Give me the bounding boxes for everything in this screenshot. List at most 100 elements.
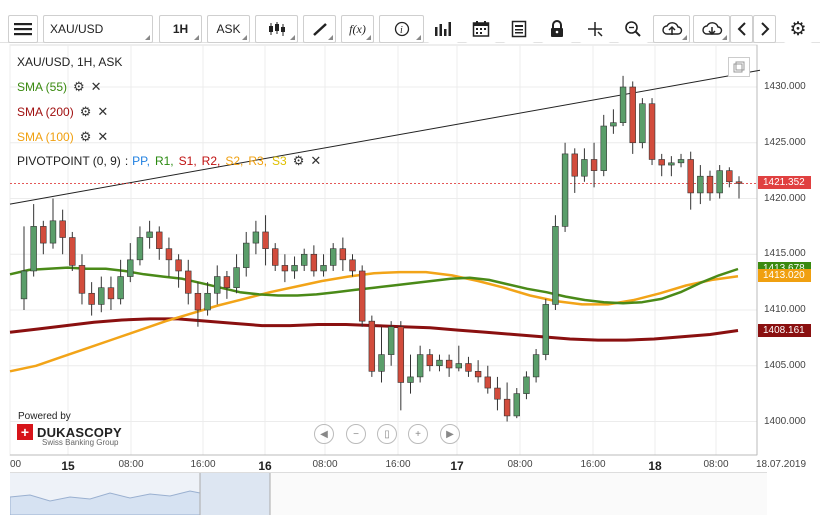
x-axis-label: 16 bbox=[258, 459, 272, 473]
side-select[interactable]: ASK bbox=[207, 15, 250, 43]
calendar-icon[interactable] bbox=[466, 15, 496, 43]
close-icon[interactable]: ✕ bbox=[310, 153, 322, 168]
menu-icon[interactable] bbox=[8, 15, 38, 43]
candle bbox=[523, 371, 530, 400]
news-icon[interactable] bbox=[504, 15, 534, 43]
candle bbox=[214, 265, 221, 305]
x-axis-label: 08:00 bbox=[118, 459, 144, 470]
candle bbox=[513, 388, 520, 419]
candle bbox=[49, 198, 57, 249]
candle bbox=[619, 75, 627, 127]
candle bbox=[590, 142, 598, 188]
candle bbox=[69, 231, 76, 271]
candle bbox=[301, 248, 308, 271]
candle bbox=[185, 259, 192, 305]
candle bbox=[571, 148, 578, 193]
brand-name: DUKASCOPY bbox=[37, 424, 122, 440]
candles-icon[interactable] bbox=[255, 15, 298, 43]
x-axis-label: 08:00 bbox=[507, 459, 533, 470]
next-icon[interactable] bbox=[753, 15, 776, 43]
x-axis-label: 17 bbox=[450, 459, 464, 473]
side-label: ASK bbox=[216, 22, 241, 36]
indicator-label: SMA (200) bbox=[17, 105, 74, 119]
candle bbox=[310, 245, 318, 277]
dukascopy-logo[interactable]: + DUKASCOPY Swiss Banking Group bbox=[17, 424, 122, 447]
candle bbox=[117, 259, 124, 305]
gear-icon[interactable]: ⚙ bbox=[292, 153, 305, 168]
candle bbox=[639, 98, 646, 149]
candle bbox=[378, 326, 385, 383]
candle bbox=[407, 354, 414, 394]
period-select[interactable]: 1H bbox=[159, 15, 202, 43]
close-icon[interactable]: ✕ bbox=[97, 104, 109, 119]
info-icon[interactable]: i bbox=[379, 15, 424, 43]
candle bbox=[687, 151, 694, 210]
back-icon[interactable]: ◀ bbox=[314, 424, 334, 444]
lock-icon[interactable] bbox=[542, 15, 572, 43]
candle bbox=[136, 226, 144, 266]
candle bbox=[503, 382, 511, 422]
gear-icon[interactable]: ⚙ bbox=[73, 79, 85, 94]
gear-icon[interactable]: ⚙ bbox=[79, 104, 92, 119]
candle bbox=[629, 81, 636, 154]
candle bbox=[204, 282, 211, 316]
candle bbox=[40, 220, 47, 255]
x-axis-label: 18 bbox=[648, 459, 662, 473]
play-icon[interactable]: ▶ bbox=[440, 424, 460, 444]
formula-label: f(x) bbox=[349, 21, 366, 36]
y-axis-label: 1400.000 bbox=[764, 415, 806, 427]
draw-icon[interactable] bbox=[303, 15, 336, 43]
zoom-icon[interactable] bbox=[618, 15, 648, 43]
prev-icon[interactable] bbox=[730, 15, 753, 43]
settings-icon[interactable]: ⚙ bbox=[784, 15, 812, 43]
candle bbox=[223, 270, 231, 299]
zoom-out-icon[interactable]: − bbox=[346, 424, 366, 444]
candle bbox=[532, 349, 540, 383]
candle bbox=[98, 276, 105, 313]
candle bbox=[78, 254, 86, 305]
candle bbox=[716, 165, 723, 199]
chart-title-text: XAU/USD, 1H, ASK bbox=[17, 55, 123, 69]
candle bbox=[156, 226, 163, 260]
svg-text:i: i bbox=[400, 25, 403, 36]
candle bbox=[329, 243, 337, 271]
candle bbox=[387, 321, 395, 366]
candle bbox=[107, 276, 115, 310]
expand-icon[interactable] bbox=[728, 57, 750, 77]
formula-icon[interactable]: f(x) bbox=[341, 15, 374, 43]
candle bbox=[20, 226, 28, 310]
close-icon[interactable]: ✕ bbox=[90, 79, 102, 94]
instrument-select[interactable]: XAU/USD bbox=[43, 15, 153, 43]
candle bbox=[658, 153, 665, 177]
gear-icon[interactable]: ⚙ bbox=[79, 129, 92, 144]
candle bbox=[542, 298, 549, 361]
y-axis-label: 1410.000 bbox=[764, 304, 806, 315]
candle bbox=[465, 356, 472, 377]
swiss-cross-icon: + bbox=[17, 424, 33, 440]
candle bbox=[668, 156, 675, 177]
y-axis-label: 1425.000 bbox=[764, 136, 806, 148]
crosshair-icon[interactable] bbox=[580, 15, 610, 43]
candle bbox=[252, 220, 260, 255]
candle bbox=[677, 153, 685, 168]
fit-icon[interactable]: ▯ bbox=[377, 424, 397, 444]
price-tag: 1413.020 bbox=[758, 269, 811, 283]
navigator[interactable] bbox=[9, 472, 767, 516]
x-axis-label: 16:00 bbox=[385, 459, 411, 470]
candle bbox=[127, 243, 134, 283]
candle bbox=[349, 254, 356, 277]
zoom-in-icon[interactable]: + bbox=[408, 424, 428, 444]
x-axis-label: 00 bbox=[10, 459, 22, 470]
pivot-level: S3 bbox=[272, 154, 287, 168]
x-axis-label: 16:00 bbox=[580, 459, 606, 470]
close-icon[interactable]: ✕ bbox=[97, 129, 109, 144]
upload-icon[interactable] bbox=[653, 15, 690, 43]
x-axis-label: 18.07.2019 bbox=[755, 459, 807, 470]
volume-icon[interactable] bbox=[428, 15, 458, 43]
download-icon[interactable] bbox=[693, 15, 730, 43]
pivot-level: PP, bbox=[132, 154, 150, 168]
candle bbox=[281, 254, 289, 283]
candle bbox=[484, 365, 491, 394]
candle bbox=[706, 170, 714, 201]
